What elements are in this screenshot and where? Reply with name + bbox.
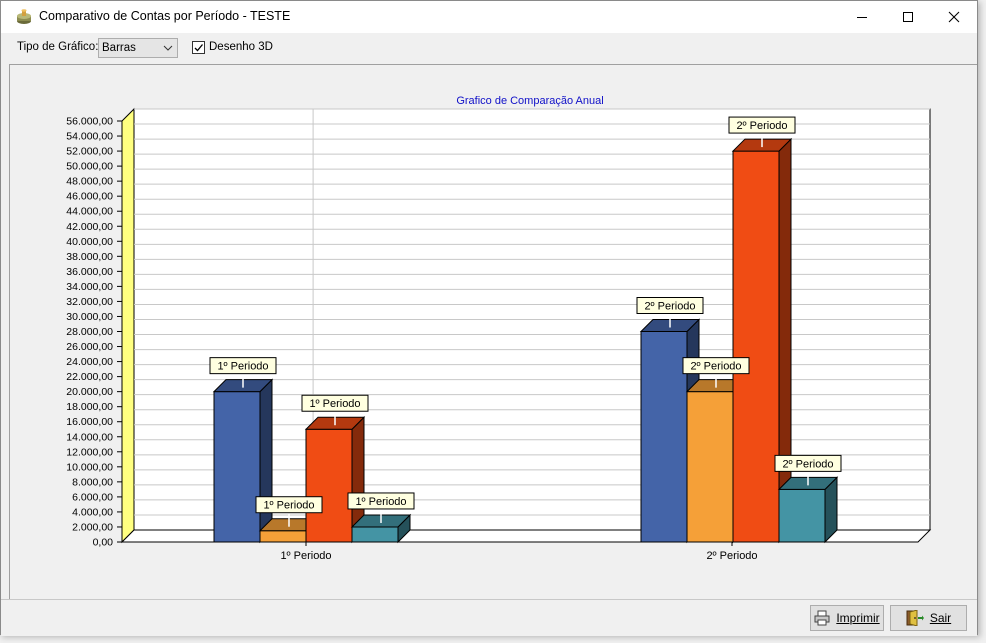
- bar-front: [305, 428, 353, 543]
- maximize-icon: [903, 12, 913, 22]
- point-label: 1º Periodo: [355, 496, 406, 508]
- bar-front: [259, 530, 307, 543]
- y-tick-label: 48.000,00: [66, 176, 113, 188]
- y-tick-label: 46.000,00: [66, 191, 113, 203]
- y-tick-label: 10.000,00: [66, 461, 113, 473]
- y-tick-label: 54.000,00: [66, 131, 113, 143]
- point-label-box: [347, 492, 415, 510]
- desenho-3d-label[interactable]: Desenho 3D: [209, 41, 273, 53]
- close-button[interactable]: [931, 1, 977, 33]
- y-tick-label: 4.000,00: [72, 506, 113, 518]
- bar-front: [351, 526, 399, 543]
- bottom-bar: Imprimir Sair: [1, 599, 977, 636]
- y-tick-label: 16.000,00: [66, 416, 113, 428]
- imprimir-button[interactable]: Imprimir: [810, 605, 884, 631]
- point-label: 2º Periodo: [736, 120, 787, 132]
- point-label: 2º Periodo: [690, 361, 741, 373]
- minimize-button[interactable]: [839, 1, 885, 33]
- close-icon: [948, 11, 960, 23]
- bar-front: [213, 391, 261, 543]
- x-tick-label: 1º Periodo: [280, 550, 331, 562]
- minimize-icon: [857, 17, 867, 18]
- desenho-3d-checkbox[interactable]: [192, 41, 205, 54]
- y-tick-label: 2.000,00: [72, 521, 113, 533]
- y-tick-label: 28.000,00: [66, 326, 113, 338]
- point-label-box: [255, 496, 323, 514]
- y-tick-label: 18.000,00: [66, 401, 113, 413]
- point-label-box: [682, 357, 750, 375]
- y-tick-label: 26.000,00: [66, 341, 113, 353]
- y-tick-label: 6.000,00: [72, 491, 113, 503]
- bar-front: [732, 150, 780, 543]
- title-bar[interactable]: Comparativo de Contas por Período - TEST…: [1, 1, 977, 33]
- y-tick-label: 52.000,00: [66, 146, 113, 158]
- y-tick-label: 14.000,00: [66, 431, 113, 443]
- sair-button[interactable]: Sair: [890, 605, 967, 631]
- y-tick-label: 20.000,00: [66, 386, 113, 398]
- y-tick-label: 36.000,00: [66, 266, 113, 278]
- bar-side: [259, 378, 273, 544]
- bar-front: [778, 488, 826, 543]
- point-label: 1º Periodo: [217, 361, 268, 373]
- y-tick-label: 42.000,00: [66, 221, 113, 233]
- printer-icon: [814, 610, 830, 626]
- chart-panel: Grafico de Comparação Anual 0,00 2.000,00 4…: [9, 64, 977, 599]
- point-label-box: [301, 394, 369, 412]
- point-label-box: [774, 454, 842, 472]
- chart-type-value: Barras: [102, 42, 136, 54]
- y-tick-label: 24.000,00: [66, 356, 113, 368]
- y-tick-label: 22.000,00: [66, 371, 113, 383]
- y-tick-label: 30.000,00: [66, 311, 113, 323]
- y-tick-label: 38.000,00: [66, 251, 113, 263]
- y-tick-label: 32.000,00: [66, 296, 113, 308]
- maximize-button[interactable]: [885, 1, 931, 33]
- y-tick-label: 56.000,00: [66, 116, 113, 128]
- point-label: 1º Periodo: [309, 398, 360, 410]
- y-tick-label: 40.000,00: [66, 236, 113, 248]
- checkmark-icon: [194, 44, 203, 52]
- bar-front: [640, 331, 688, 543]
- point-label: 2º Periodo: [644, 301, 695, 313]
- point-label-box: [728, 116, 796, 134]
- imprimir-label: Imprimir: [836, 611, 880, 625]
- x-tick-label: 2º Periodo: [706, 550, 757, 562]
- y-tick-label: 8.000,00: [72, 476, 113, 488]
- point-label-box: [209, 357, 277, 375]
- chart-side-wall: [121, 107, 135, 544]
- bar-chart: Grafico de Comparação Anual 0,00 2.000,00 4…: [66, 95, 932, 562]
- y-tick-label: 12.000,00: [66, 446, 113, 458]
- toolbar: Tipo de Gráfico: Barras Desenho 3D: [1, 33, 977, 63]
- y-tick-label: 0,00: [93, 537, 114, 549]
- sair-label: Sair: [929, 611, 952, 625]
- y-tick-label: 50.000,00: [66, 161, 113, 173]
- point-label: 1º Periodo: [263, 500, 314, 512]
- window-title: Comparativo de Contas por Período - TEST…: [39, 9, 291, 23]
- bar-front: [686, 391, 734, 543]
- chevron-down-icon: [163, 45, 173, 51]
- exit-door-icon: [906, 610, 924, 626]
- chart-type-select[interactable]: Barras: [98, 38, 178, 58]
- app-icon: [17, 9, 31, 24]
- chart-title: Grafico de Comparação Anual: [456, 95, 603, 107]
- chart-type-label: Tipo de Gráfico:: [17, 41, 99, 53]
- y-tick-label: 44.000,00: [66, 206, 113, 218]
- point-label-box: [636, 297, 704, 314]
- point-label: 2º Periodo: [782, 458, 833, 470]
- y-tick-label: 34.000,00: [66, 281, 113, 293]
